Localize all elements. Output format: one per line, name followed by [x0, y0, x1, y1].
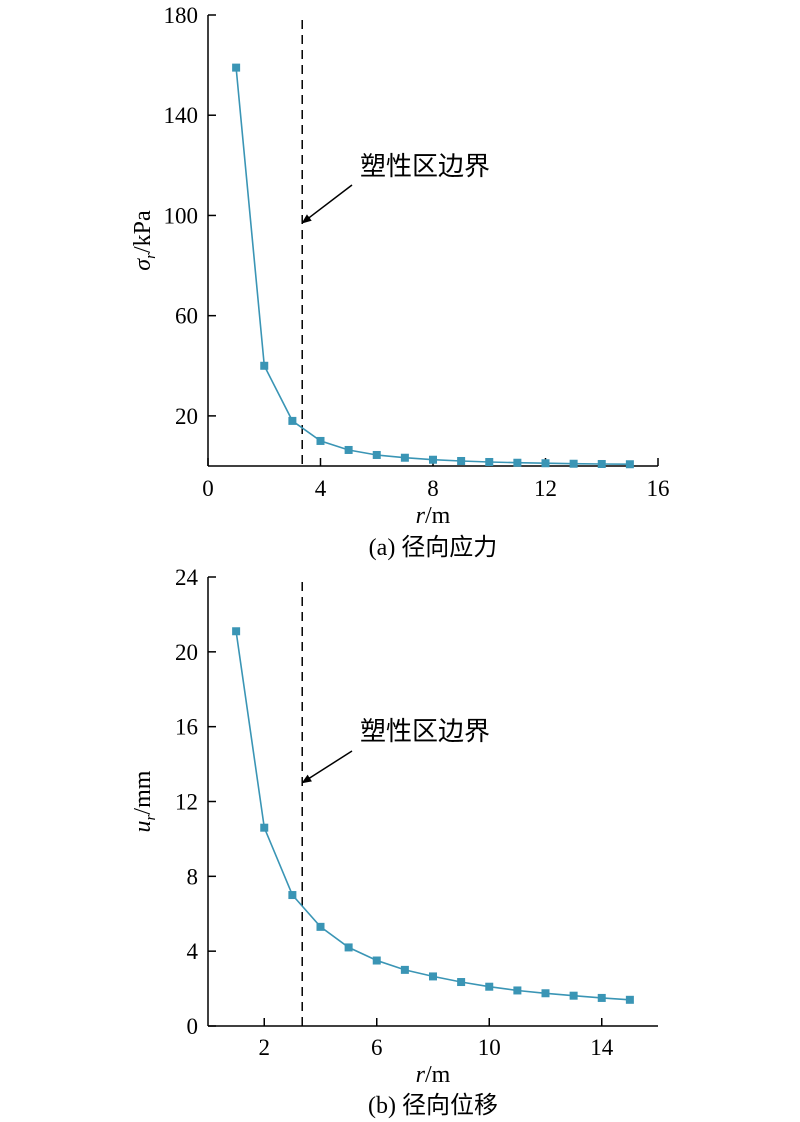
y-axis-label: σr/kPa	[130, 210, 159, 271]
y-axis-subscript: r	[143, 253, 159, 259]
data-point	[372, 956, 381, 965]
series-line	[235, 67, 630, 465]
data-point	[625, 995, 634, 1004]
data-point	[541, 989, 550, 998]
data-point	[429, 972, 437, 981]
data-point	[597, 993, 606, 1002]
data-point	[288, 416, 297, 425]
x-tick-label: 14	[590, 1035, 614, 1060]
data-point	[232, 627, 241, 636]
x-axis-label: r/m	[416, 1062, 451, 1088]
y-axis-variable: σ	[130, 258, 156, 271]
x-tick-label: 10	[478, 1035, 501, 1060]
x-tick-label: 12	[534, 476, 557, 501]
annotation-label: 塑性区边界	[360, 152, 490, 182]
y-tick-label: 100	[164, 203, 199, 228]
data-point	[485, 457, 494, 466]
y-tick-label: 20	[175, 640, 198, 665]
x-tick-label: 16	[647, 476, 670, 501]
data-point	[513, 986, 522, 995]
chart-caption: (a) 径向应力	[369, 534, 498, 561]
x-tick-label: 6	[371, 1035, 383, 1060]
data-point	[316, 436, 325, 445]
x-tick-label: 8	[427, 476, 439, 501]
data-point	[429, 455, 437, 464]
data-point	[400, 453, 409, 462]
data-point	[260, 361, 269, 370]
annotation-arrow	[301, 184, 353, 224]
annotation-arrow	[301, 750, 353, 784]
data-point	[457, 456, 466, 465]
annotation-label: 塑性区边界	[360, 717, 490, 747]
y-tick-label: 140	[164, 103, 199, 128]
data-point	[569, 459, 578, 468]
data-point	[513, 458, 522, 467]
series-line	[235, 631, 630, 1001]
y-axis-unit: /mm	[130, 770, 156, 814]
data-point	[569, 991, 578, 1000]
y-axis-variable: u	[130, 820, 156, 832]
data-point	[541, 459, 550, 468]
chart-caption: (b) 径向位移	[368, 1092, 498, 1119]
y-tick-label: 180	[164, 3, 199, 28]
data-point	[288, 891, 297, 900]
y-tick-label: 4	[187, 939, 199, 964]
y-tick-label: 12	[175, 790, 198, 815]
y-axis-unit: /kPa	[130, 210, 156, 253]
data-point	[260, 823, 269, 832]
data-point	[372, 450, 381, 459]
data-point	[400, 965, 409, 974]
data-point	[485, 982, 494, 991]
y-tick-label: 8	[187, 864, 199, 889]
x-axis-variable: r	[416, 503, 426, 529]
x-axis-unit: /m	[425, 1062, 451, 1088]
y-tick-label: 60	[175, 304, 198, 329]
y-axis-label: ur/mm	[130, 770, 159, 832]
data-point	[232, 63, 241, 72]
x-tick-label: 0	[202, 476, 214, 501]
y-tick-label: 16	[175, 715, 198, 740]
x-axis-variable: r	[416, 1062, 426, 1088]
y-axis-subscript: r	[143, 814, 159, 820]
x-axis-label: r/m	[416, 503, 451, 529]
data-point	[597, 459, 606, 468]
data-point	[625, 460, 634, 469]
y-tick-label: 20	[175, 404, 198, 429]
y-tick-label: 24	[175, 565, 199, 590]
data-point	[344, 445, 353, 454]
x-tick-label: 4	[315, 476, 327, 501]
x-axis-unit: /m	[425, 503, 451, 529]
data-point	[344, 943, 353, 952]
data-point	[457, 978, 466, 987]
data-point	[316, 922, 325, 931]
y-tick-label: 0	[187, 1014, 199, 1039]
x-tick-label: 2	[259, 1035, 271, 1060]
